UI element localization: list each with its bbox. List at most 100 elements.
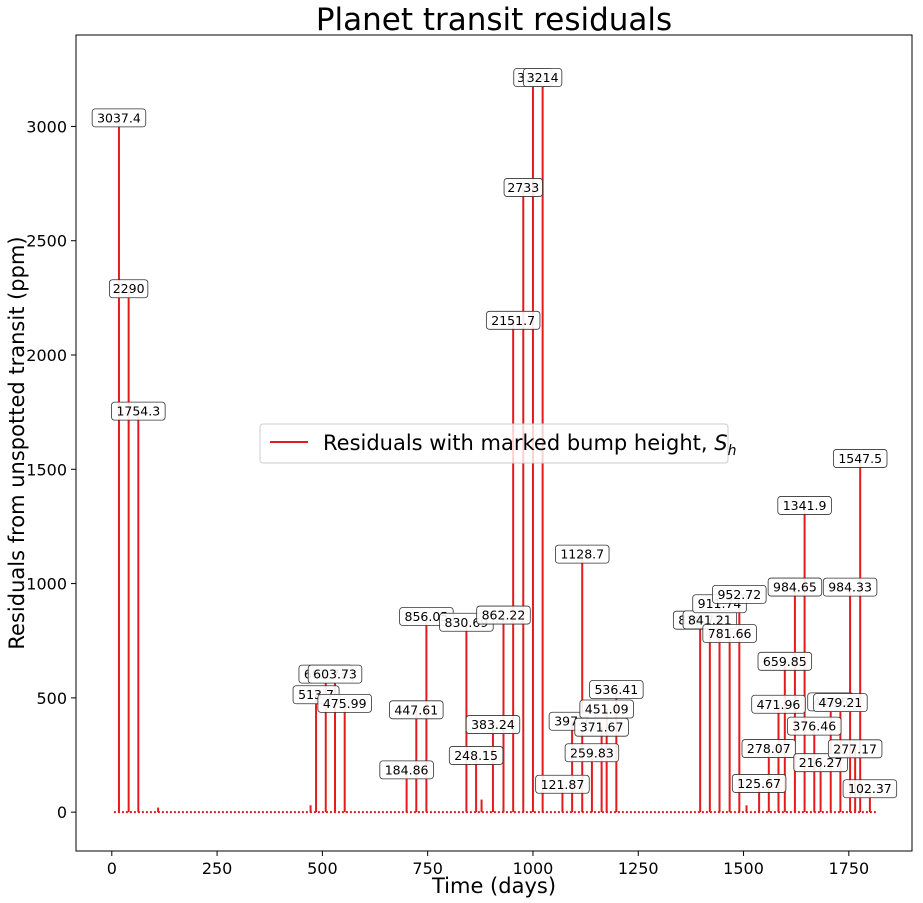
- data-label: 659.85: [757, 651, 813, 671]
- data-label-text: 248.15: [454, 748, 498, 763]
- y-tick-label: 2500: [26, 232, 67, 251]
- data-label-text: 984.65: [773, 580, 817, 595]
- data-label: 603.73: [307, 664, 363, 684]
- data-label-box: [485, 310, 541, 330]
- data-label-box: [712, 584, 767, 604]
- data-label-text: 371.67: [580, 720, 624, 735]
- data-label-text: 3037.4: [97, 110, 141, 125]
- data-label-text: 984.33: [828, 580, 872, 595]
- data-label-text: 376.46: [792, 719, 836, 734]
- data-label-box: [523, 68, 563, 87]
- data-label: 479.21: [813, 693, 868, 713]
- data-label-box: [813, 693, 868, 713]
- legend-label-subscript: h: [728, 443, 737, 459]
- data-label-box: [751, 694, 806, 714]
- data-label-text: 475.99: [323, 696, 367, 711]
- data-label-box: [535, 774, 590, 794]
- data-label: 536.41: [589, 680, 644, 699]
- x-axis: 0 250 500 750 1000 1250 1500 1750: [107, 851, 869, 878]
- data-label-text: 216.27: [799, 755, 843, 770]
- x-tick-label: 750: [412, 859, 443, 878]
- data-label: 862.22: [476, 605, 531, 625]
- data-label-text: 1547.5: [838, 451, 882, 466]
- data-label-text: 447.61: [394, 702, 438, 717]
- x-tick-label: 0: [107, 859, 117, 878]
- data-label-box: [476, 605, 531, 625]
- data-label-text: 841.21: [688, 612, 732, 627]
- data-label-text: 603.73: [313, 667, 357, 682]
- data-label-box: [827, 739, 883, 759]
- chart-title: Planet transit residuals: [316, 2, 672, 38]
- data-label: 1754.3: [111, 401, 166, 421]
- data-label: 471.96: [751, 694, 806, 714]
- x-tick-label: 500: [307, 859, 338, 878]
- legend-label-symbol: S: [714, 431, 727, 455]
- data-label: 1547.5: [832, 449, 888, 468]
- data-label-text: 3214: [527, 70, 559, 85]
- data-label-box: [589, 680, 644, 699]
- data-label: 125.67: [731, 774, 787, 793]
- data-label-text: 451.09: [585, 702, 629, 717]
- data-label: 2733: [503, 178, 543, 197]
- data-label-box: [317, 693, 372, 713]
- data-label-box: [757, 651, 813, 671]
- y-tick-label: 3000: [26, 117, 67, 136]
- data-label-text: 2290: [113, 281, 145, 296]
- data-label-box: [731, 774, 787, 793]
- legend-label-text: Residuals with marked bump height,: [323, 431, 714, 455]
- data-label-text: 781.66: [708, 626, 752, 641]
- data-label-box: [822, 577, 878, 597]
- x-axis-label: Time (days): [431, 874, 556, 898]
- y-tick-label: 500: [36, 689, 67, 708]
- y-tick-label: 1000: [26, 575, 67, 594]
- data-label-text: 102.37: [848, 781, 892, 796]
- data-label-text: 125.67: [737, 776, 781, 791]
- x-tick-label: 250: [202, 859, 233, 878]
- data-label-box: [389, 700, 444, 720]
- data-label: 278.07: [741, 739, 797, 758]
- data-label-text: 952.72: [717, 587, 761, 602]
- data-label-text: 856.05: [405, 609, 449, 624]
- data-label-text: 471.96: [757, 697, 801, 712]
- data-label-text: 184.86: [385, 762, 429, 777]
- data-label-text: 536.41: [594, 682, 638, 697]
- legend: Residuals with marked bump height, Sh: [259, 423, 737, 464]
- data-label: 371.67: [574, 717, 629, 737]
- y-tick-label: 2000: [26, 346, 67, 365]
- data-label: 383.24: [465, 715, 521, 734]
- data-label: 2290: [109, 279, 149, 299]
- data-label-text: 1341.9: [783, 498, 827, 513]
- data-label-box: [832, 449, 888, 468]
- data-label: 3037.4: [91, 108, 147, 128]
- x-tick-label: 1750: [828, 859, 869, 878]
- plot-frame: [75, 34, 913, 852]
- data-label-text: 659.85: [763, 654, 807, 669]
- data-label-box: [555, 544, 610, 564]
- x-tick-label: 1500: [723, 859, 764, 878]
- data-label-box: [379, 760, 434, 780]
- y-axis-label: Residuals from unspotted transit (ppm): [5, 236, 29, 649]
- data-label-text: 1128.7: [560, 547, 604, 562]
- data-label-text: 259.83: [570, 745, 614, 760]
- data-label-text: 278.07: [747, 741, 791, 756]
- data-label-box: [702, 624, 757, 643]
- data-label-box: [564, 743, 620, 763]
- data-label: 984.33: [822, 577, 878, 597]
- plot-area: 3037.422901754.3513.7603.73603.73475.991…: [91, 68, 898, 814]
- data-label-box: [767, 577, 823, 597]
- data-label-box: [307, 664, 363, 684]
- data-label-text: 383.24: [471, 717, 515, 732]
- data-label-text: 2151.7: [491, 313, 535, 328]
- data-label-box: [842, 779, 898, 799]
- data-label: 475.99: [317, 693, 372, 713]
- data-label-box: [503, 178, 543, 197]
- data-label: 451.09: [579, 699, 634, 719]
- data-label-box: [109, 279, 149, 299]
- legend-box: [259, 423, 729, 464]
- data-label: 447.61: [389, 700, 444, 720]
- data-label: 121.87: [535, 774, 590, 794]
- data-label: 376.46: [787, 716, 842, 736]
- data-label-box: [111, 401, 166, 421]
- data-label: 1341.9: [777, 496, 832, 515]
